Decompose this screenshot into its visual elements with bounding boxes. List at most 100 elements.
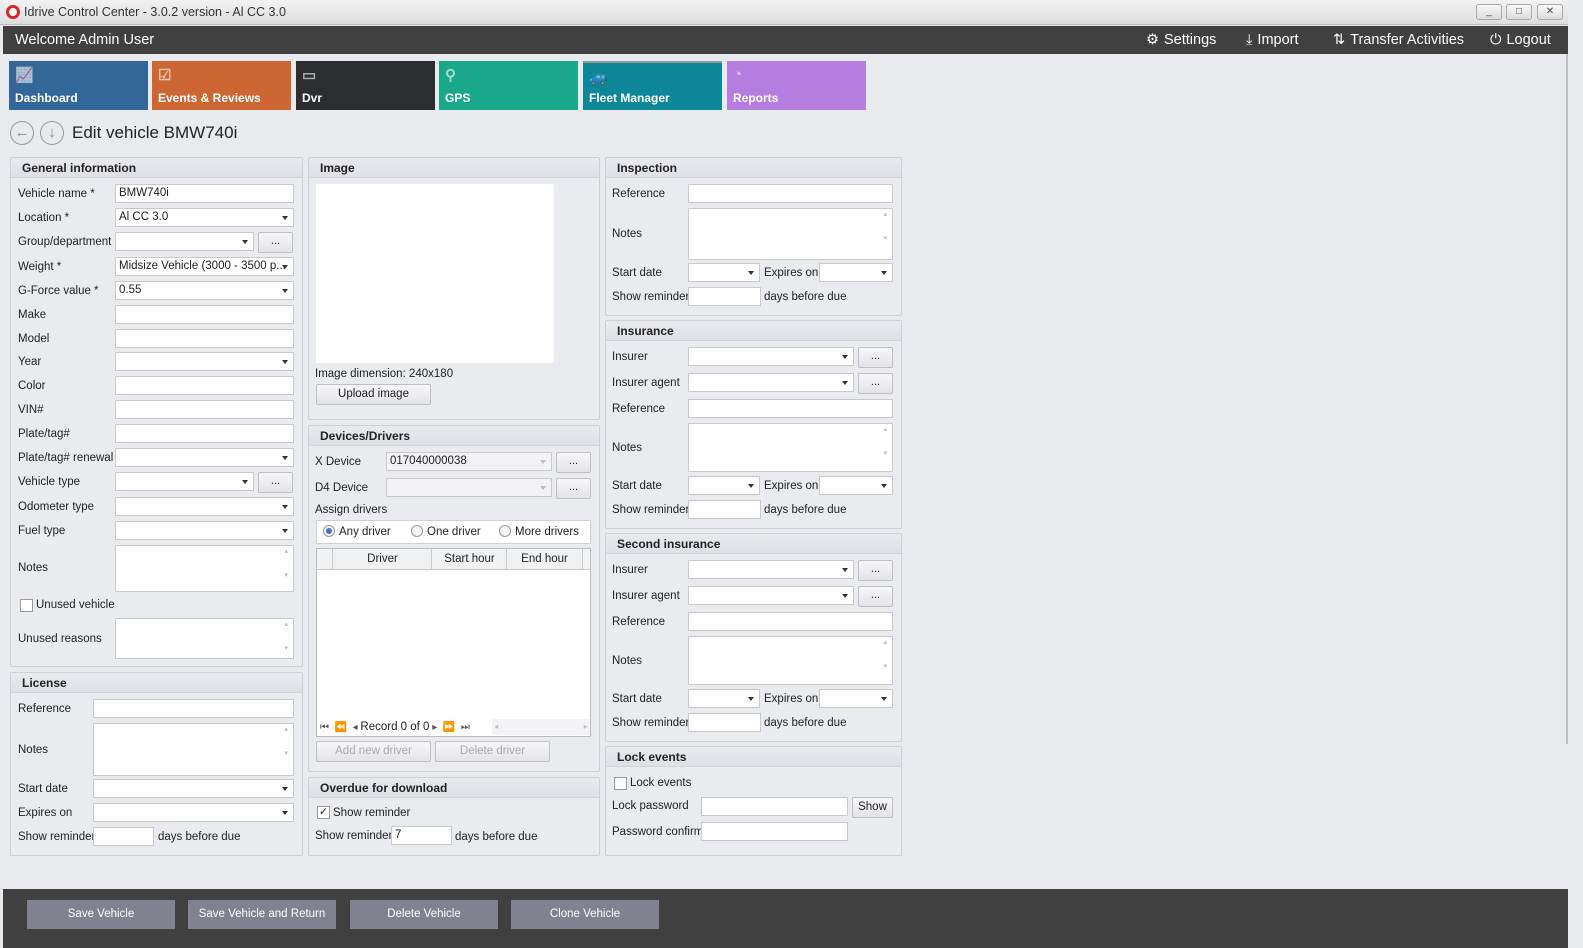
- inspection-reference-input[interactable]: [688, 184, 893, 203]
- show-password-button[interactable]: Show: [852, 797, 893, 818]
- password-confirm-input[interactable]: [701, 822, 848, 841]
- delete-vehicle-button[interactable]: Delete Vehicle: [350, 900, 498, 929]
- insurance-reminder-input[interactable]: [688, 500, 761, 519]
- group-more-button[interactable]: ...: [258, 232, 293, 253]
- close-button[interactable]: ✕: [1537, 4, 1563, 20]
- make-input[interactable]: [115, 305, 294, 324]
- radio-more-drivers[interactable]: More drivers: [499, 525, 579, 538]
- add-new-driver-button[interactable]: Add new driver: [316, 741, 431, 762]
- color-input[interactable]: [115, 376, 294, 395]
- second-insurer-select[interactable]: [688, 560, 854, 579]
- inspection-notes-textarea[interactable]: [688, 208, 893, 260]
- tile-dvr[interactable]: ▭ Dvr: [296, 61, 435, 110]
- d4-device-more-button[interactable]: ...: [556, 478, 591, 499]
- inspection-reminder-input[interactable]: [688, 287, 761, 306]
- weight-select[interactable]: Midsize Vehicle (3000 - 3500 p...: [115, 257, 294, 276]
- d4-device-select[interactable]: [386, 478, 552, 497]
- second-reference-input[interactable]: [688, 612, 893, 631]
- vehicle-type-select[interactable]: [115, 472, 254, 491]
- logout-label: Logout: [1506, 32, 1551, 48]
- second-expires-select[interactable]: [819, 689, 893, 708]
- x-device-select[interactable]: 017040000038: [386, 452, 552, 471]
- plate-renewal-select[interactable]: [115, 448, 294, 467]
- insurer-more-button[interactable]: ...: [858, 347, 893, 368]
- settings-button[interactable]: ⚙ Settings: [1146, 32, 1216, 48]
- next-record-icon[interactable]: ▸: [432, 722, 438, 733]
- insurer-agent-select[interactable]: [688, 373, 854, 392]
- save-vehicle-button[interactable]: Save Vehicle: [27, 900, 175, 929]
- tile-dashboard[interactable]: 📈 Dashboard: [9, 61, 148, 110]
- second-notes-textarea[interactable]: [688, 636, 893, 685]
- transfer-activities-button[interactable]: ⇅ Transfer Activities: [1333, 32, 1464, 48]
- panel-title: Devices/Drivers: [309, 426, 599, 446]
- license-reminder-input[interactable]: [93, 827, 154, 846]
- vehicle-type-more-button[interactable]: ...: [258, 472, 293, 493]
- year-select[interactable]: [115, 352, 294, 371]
- import-button[interactable]: ⤓ Import: [1246, 32, 1299, 48]
- license-reference-input[interactable]: [93, 699, 294, 718]
- location-select[interactable]: Al CC 3.0: [115, 208, 294, 227]
- insurance-expires-select[interactable]: [819, 476, 893, 495]
- first-record-icon[interactable]: ⏮: [320, 722, 329, 733]
- lock-password-input[interactable]: [701, 797, 848, 816]
- inspection-expires-select[interactable]: [819, 263, 893, 282]
- notes-textarea[interactable]: [115, 545, 294, 592]
- second-start-label: Start date: [612, 693, 662, 705]
- vin-input[interactable]: [115, 400, 294, 419]
- column-end-hour[interactable]: End hour: [521, 553, 568, 565]
- radio-any-driver[interactable]: Any driver: [323, 525, 391, 538]
- save-vehicle-return-button[interactable]: Save Vehicle and Return: [188, 900, 336, 929]
- back-button[interactable]: ←: [10, 121, 34, 145]
- second-insurer-more-button[interactable]: ...: [858, 560, 893, 581]
- unused-reasons-textarea[interactable]: [115, 618, 294, 659]
- prev-page-icon[interactable]: ⏪: [334, 722, 348, 733]
- model-input[interactable]: [115, 329, 294, 348]
- upload-image-button[interactable]: Upload image: [316, 384, 431, 405]
- maximize-button[interactable]: □: [1506, 4, 1532, 20]
- license-notes-textarea[interactable]: [93, 723, 294, 776]
- odometer-select[interactable]: [115, 497, 294, 516]
- overdue-reminder-input[interactable]: 7: [391, 826, 452, 845]
- gforce-select[interactable]: 0.55: [115, 281, 294, 300]
- insurer-select[interactable]: [688, 347, 854, 366]
- insurer-agent-more-button[interactable]: ...: [858, 373, 893, 394]
- second-reminder-input[interactable]: [688, 713, 761, 732]
- clone-vehicle-button[interactable]: Clone Vehicle: [511, 900, 659, 929]
- logout-button[interactable]: ⏻ Logout: [1490, 32, 1551, 48]
- lock-events-checkbox[interactable]: [614, 777, 627, 790]
- group-select[interactable]: [115, 232, 254, 251]
- last-record-icon[interactable]: ⏭: [460, 722, 470, 733]
- tile-reports[interactable]: ◔ Reports: [727, 61, 866, 110]
- tile-gps[interactable]: ⚲ GPS: [439, 61, 578, 110]
- insurance-reference-input[interactable]: [688, 399, 893, 418]
- fuel-select[interactable]: [115, 521, 294, 540]
- plate-input[interactable]: [115, 424, 294, 443]
- inspection-start-select[interactable]: [688, 263, 760, 282]
- second-start-select[interactable]: [688, 689, 760, 708]
- map-pin-icon: ⚲: [445, 67, 456, 84]
- insurance-notes-textarea[interactable]: [688, 423, 893, 472]
- unused-vehicle-checkbox[interactable]: [20, 599, 33, 612]
- license-expires-select[interactable]: [93, 803, 294, 822]
- tile-fleet-manager[interactable]: 🚙 Fleet Manager: [583, 61, 722, 110]
- insurance-start-select[interactable]: [688, 476, 760, 495]
- radio-one-driver[interactable]: One driver: [411, 525, 481, 538]
- overdue-panel: Overdue for download: [308, 777, 600, 856]
- license-start-select[interactable]: [93, 779, 294, 798]
- column-start-hour[interactable]: Start hour: [444, 553, 495, 565]
- horizontal-scrollbar[interactable]: ◂ ▸: [492, 719, 590, 735]
- x-device-more-button[interactable]: ...: [556, 452, 591, 473]
- second-insurer-agent-more-button[interactable]: ...: [858, 586, 893, 607]
- next-page-icon[interactable]: ⏩: [442, 722, 456, 733]
- down-button[interactable]: ↓: [40, 121, 64, 145]
- vehicle-name-input[interactable]: BMW740i: [115, 184, 294, 203]
- prev-record-icon[interactable]: ◂: [352, 722, 358, 733]
- tile-events-reviews[interactable]: ☑ Events & Reviews: [152, 61, 291, 110]
- delete-driver-button[interactable]: Delete driver: [435, 741, 550, 762]
- second-insurer-agent-select[interactable]: [688, 586, 854, 605]
- vertical-scrollbar[interactable]: [1566, 54, 1568, 744]
- column-driver[interactable]: Driver: [367, 553, 398, 565]
- minimize-button[interactable]: _: [1476, 4, 1502, 20]
- import-label: Import: [1257, 32, 1299, 48]
- overdue-show-reminder-checkbox[interactable]: ✓: [317, 806, 330, 819]
